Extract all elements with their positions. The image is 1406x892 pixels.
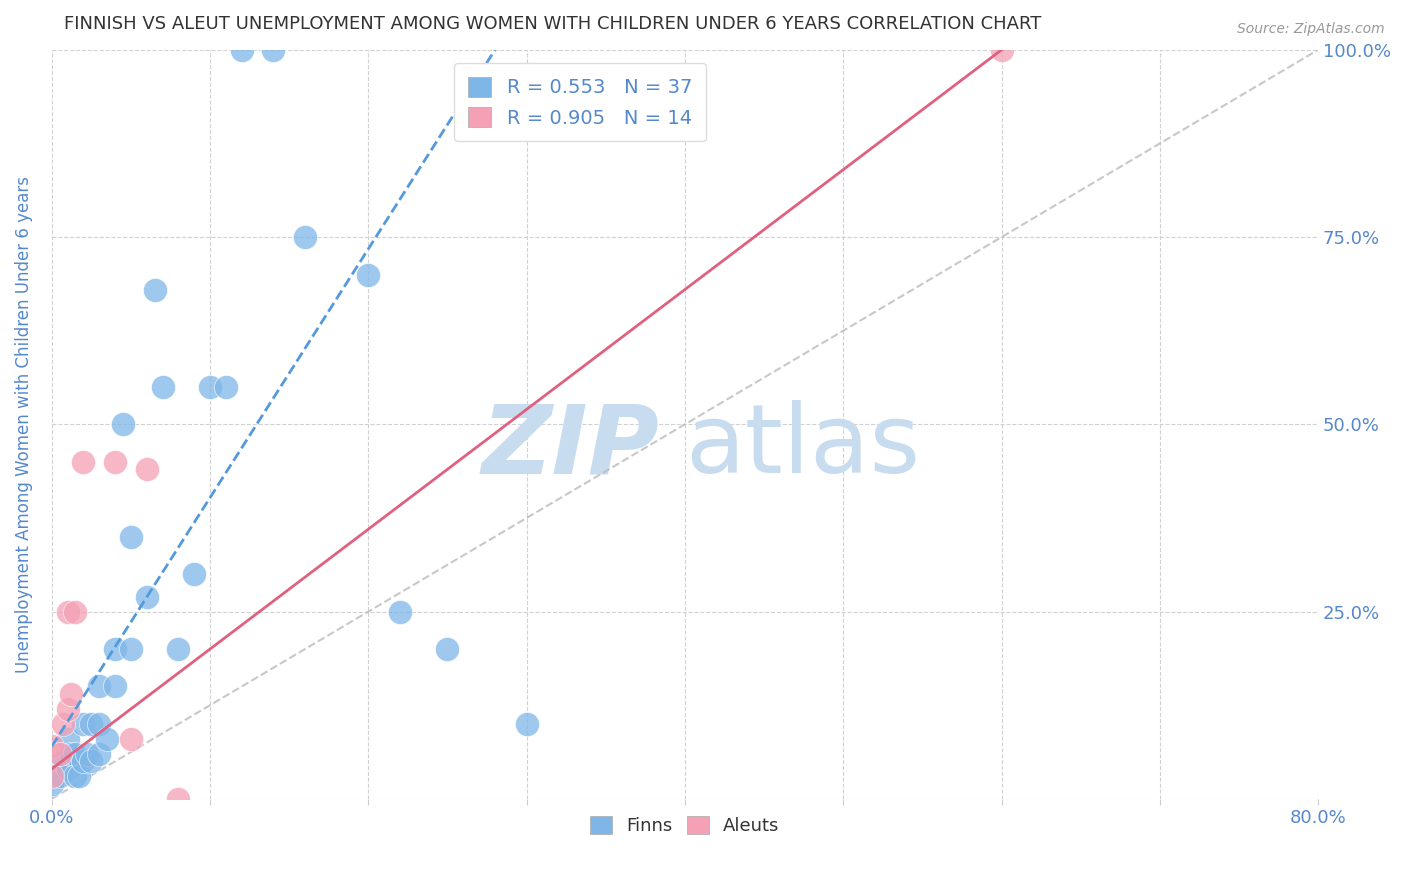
- Point: [72, 455, 94, 469]
- Point: [990, 43, 1012, 57]
- Point: [198, 380, 221, 394]
- Point: [135, 462, 157, 476]
- Point: [167, 792, 190, 806]
- Point: [143, 283, 166, 297]
- Point: [59, 747, 82, 761]
- Point: [65, 769, 87, 783]
- Point: [41, 769, 63, 783]
- Point: [104, 642, 127, 657]
- Text: ZIP: ZIP: [482, 401, 659, 493]
- Point: [48, 769, 70, 783]
- Point: [76, 747, 98, 761]
- Point: [56, 762, 79, 776]
- Point: [388, 605, 411, 619]
- Point: [183, 567, 205, 582]
- Point: [96, 731, 118, 746]
- Point: [120, 731, 142, 746]
- Point: [72, 755, 94, 769]
- Text: atlas: atlas: [685, 401, 920, 493]
- Legend: Finns, Aleuts: Finns, Aleuts: [579, 805, 790, 846]
- Point: [41, 739, 63, 754]
- Point: [516, 717, 538, 731]
- Point: [120, 642, 142, 657]
- Point: [294, 230, 316, 244]
- Point: [65, 747, 87, 761]
- Point: [167, 642, 190, 657]
- Point: [152, 380, 174, 394]
- Point: [111, 417, 134, 432]
- Point: [59, 687, 82, 701]
- Point: [436, 642, 458, 657]
- Point: [262, 43, 284, 57]
- Point: [120, 530, 142, 544]
- Point: [48, 747, 70, 761]
- Point: [56, 731, 79, 746]
- Point: [104, 455, 127, 469]
- Point: [231, 43, 253, 57]
- Point: [104, 680, 127, 694]
- Point: [89, 680, 111, 694]
- Point: [52, 755, 75, 769]
- Point: [67, 769, 90, 783]
- Point: [65, 605, 87, 619]
- Y-axis label: Unemployment Among Women with Children Under 6 years: Unemployment Among Women with Children U…: [15, 176, 32, 673]
- Point: [135, 590, 157, 604]
- Point: [52, 717, 75, 731]
- Point: [215, 380, 238, 394]
- Point: [89, 717, 111, 731]
- Point: [80, 755, 103, 769]
- Point: [56, 605, 79, 619]
- Text: FINNISH VS ALEUT UNEMPLOYMENT AMONG WOMEN WITH CHILDREN UNDER 6 YEARS CORRELATIO: FINNISH VS ALEUT UNEMPLOYMENT AMONG WOME…: [65, 15, 1042, 33]
- Point: [72, 717, 94, 731]
- Point: [89, 747, 111, 761]
- Point: [357, 268, 380, 282]
- Point: [56, 702, 79, 716]
- Point: [41, 777, 63, 791]
- Text: Source: ZipAtlas.com: Source: ZipAtlas.com: [1237, 22, 1385, 37]
- Point: [80, 717, 103, 731]
